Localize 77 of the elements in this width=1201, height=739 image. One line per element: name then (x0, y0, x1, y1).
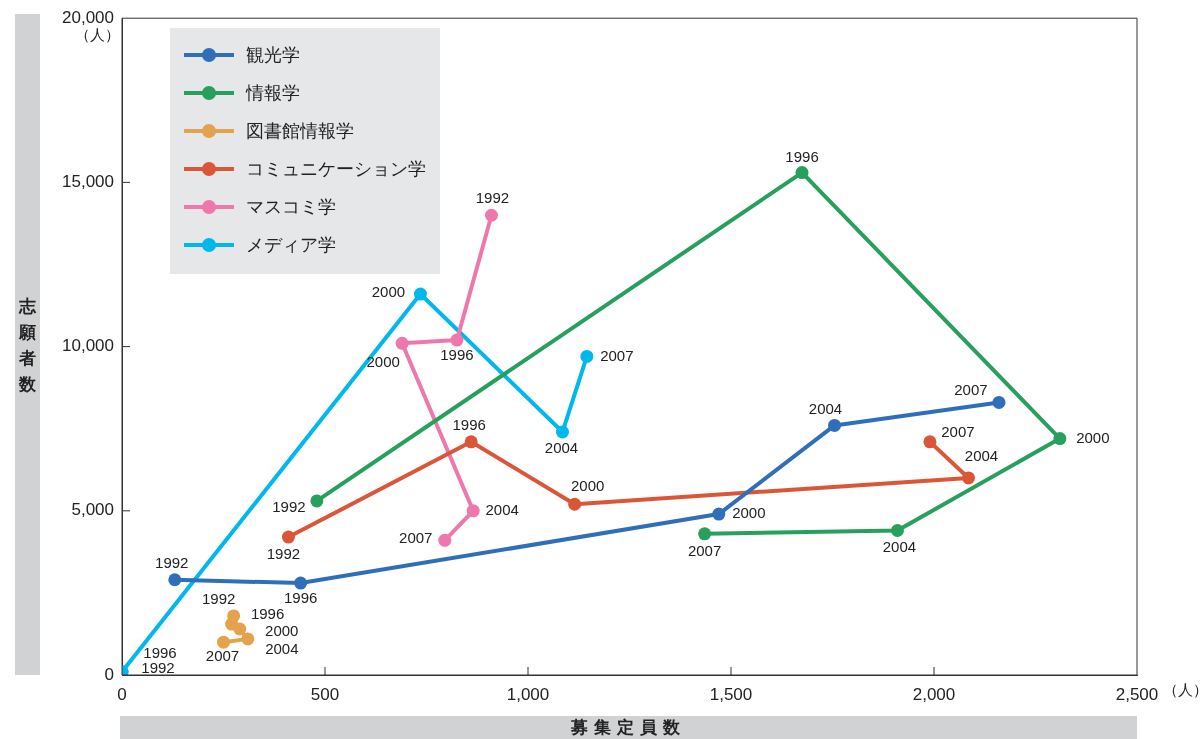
x-tick-label: 1,000 (506, 684, 550, 704)
annotation: 2007 (205, 647, 240, 665)
point (828, 418, 842, 432)
x-tick-label: 2,500 (1115, 684, 1159, 704)
annotation: 2007 (954, 380, 988, 398)
annotation: 2000 (366, 353, 400, 371)
annotation: 1992 (272, 498, 306, 516)
annotation: 2000 (265, 622, 299, 640)
y-tick-label: 20,000 (62, 7, 114, 27)
x-tick-label: 0 (117, 684, 127, 704)
annotation: 2007 (941, 422, 975, 440)
point (795, 166, 809, 180)
y-tick-label: 5,000 (71, 500, 114, 520)
y-tick-label: 15,000 (62, 172, 114, 192)
annotation: 2004 (964, 447, 999, 465)
y-tick-label: 10,000 (62, 336, 114, 356)
annotation: 2000 (571, 477, 605, 495)
annotation: 1996 (785, 147, 819, 165)
text: （人） (1163, 681, 1201, 699)
annotation: 1996 (283, 589, 318, 607)
point (580, 349, 594, 363)
annotation: 1992 (201, 590, 236, 608)
y-tick-label: 0 (104, 664, 114, 684)
annotation: 1992 (475, 189, 510, 207)
annotation: 2000 (1076, 428, 1110, 446)
annotation: 2004 (544, 439, 579, 457)
point (233, 622, 247, 636)
point (712, 507, 726, 521)
point (992, 395, 1006, 409)
legend-label: 情報学 (246, 81, 300, 105)
point (281, 530, 295, 544)
point (464, 435, 478, 449)
annotation: 2004 (808, 399, 843, 417)
point (568, 497, 582, 511)
annotation: 2000 (732, 504, 766, 522)
point (923, 435, 937, 449)
point (168, 573, 182, 587)
annotation: 1996 (250, 605, 285, 623)
annotation: 2000 (371, 283, 406, 301)
annotation: 1996 (143, 643, 177, 661)
x-axis-title: 募集定員数 (120, 716, 1137, 739)
point (294, 576, 308, 590)
annotation: 1992 (155, 553, 189, 571)
x-tick-label: 1,500 (709, 684, 753, 704)
point (217, 635, 230, 649)
annotation: 2007 (399, 529, 433, 547)
legend-label: 図書館情報学 (246, 119, 354, 143)
point (450, 333, 464, 347)
annotation: 2004 (485, 500, 519, 518)
annotation: 2004 (265, 640, 299, 658)
x-tick-label: 500 (310, 684, 340, 704)
annotation: 2007 (687, 541, 722, 559)
point (1053, 432, 1067, 446)
point (698, 527, 712, 541)
annotation: 2007 (600, 346, 634, 364)
annotation: 2004 (882, 537, 917, 555)
annotation: 1992 (266, 545, 301, 563)
point (484, 208, 498, 222)
y-axis-title: 志願者数 (19, 294, 36, 396)
x-tick-label: 2,000 (912, 684, 956, 704)
point (466, 504, 480, 518)
legend-label: 観光学 (246, 43, 300, 67)
text: （人） (74, 26, 120, 44)
annotation: 1996 (440, 346, 474, 364)
legend-label: マスコミ学 (246, 195, 336, 219)
point (962, 471, 976, 485)
legend-label: コミュニケーション学 (246, 157, 426, 181)
annotation: 1992 (141, 658, 175, 676)
legend-label: メディア学 (246, 233, 336, 257)
point (395, 336, 409, 350)
point (413, 287, 427, 301)
point (241, 632, 255, 646)
point (890, 524, 904, 537)
point (310, 494, 324, 508)
point (438, 533, 452, 547)
point (556, 425, 570, 439)
annotation: 1996 (452, 415, 486, 433)
